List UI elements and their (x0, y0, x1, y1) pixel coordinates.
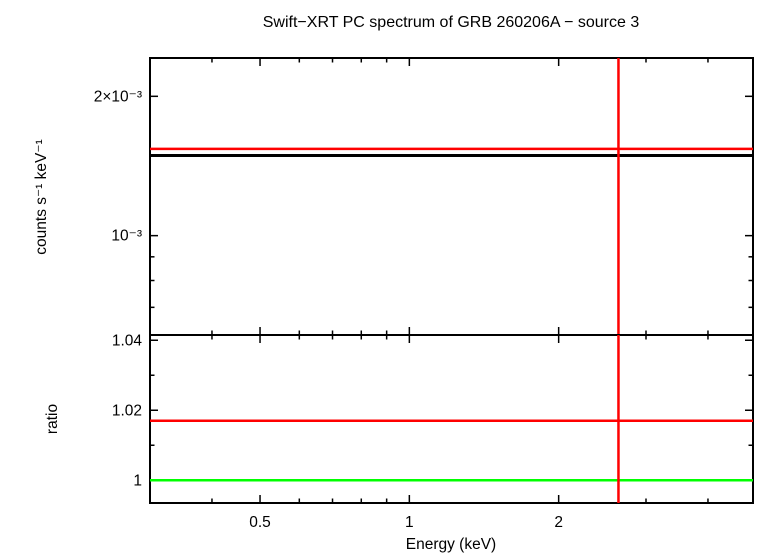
y-axis-label-counts: counts s⁻¹ keV⁻¹ (33, 139, 50, 254)
x-axis-label: Energy (keV) (406, 536, 496, 553)
y-axis-label-ratio: ratio (44, 404, 61, 434)
x-tick-label: 2 (554, 514, 563, 531)
y-tick-label: 10⁻³ (111, 228, 142, 245)
plot-layer: 10⁻³ 2×10⁻³ 1 1.02 1.04 0.5 1 2 (94, 57, 754, 531)
x-tick-label: 1 (405, 514, 414, 531)
y-tick-label: 1.02 (112, 402, 142, 419)
panel-frame (149, 334, 754, 504)
panel-frame (149, 57, 754, 336)
y-tick-label: 2×10⁻³ (94, 88, 142, 105)
y-tick-label: 1.04 (112, 332, 143, 349)
x-tick-label: 0.5 (249, 514, 271, 531)
chart-title: Swift−XRT PC spectrum of GRB 260206A − s… (263, 14, 640, 31)
y-tick-label: 1 (133, 472, 142, 489)
